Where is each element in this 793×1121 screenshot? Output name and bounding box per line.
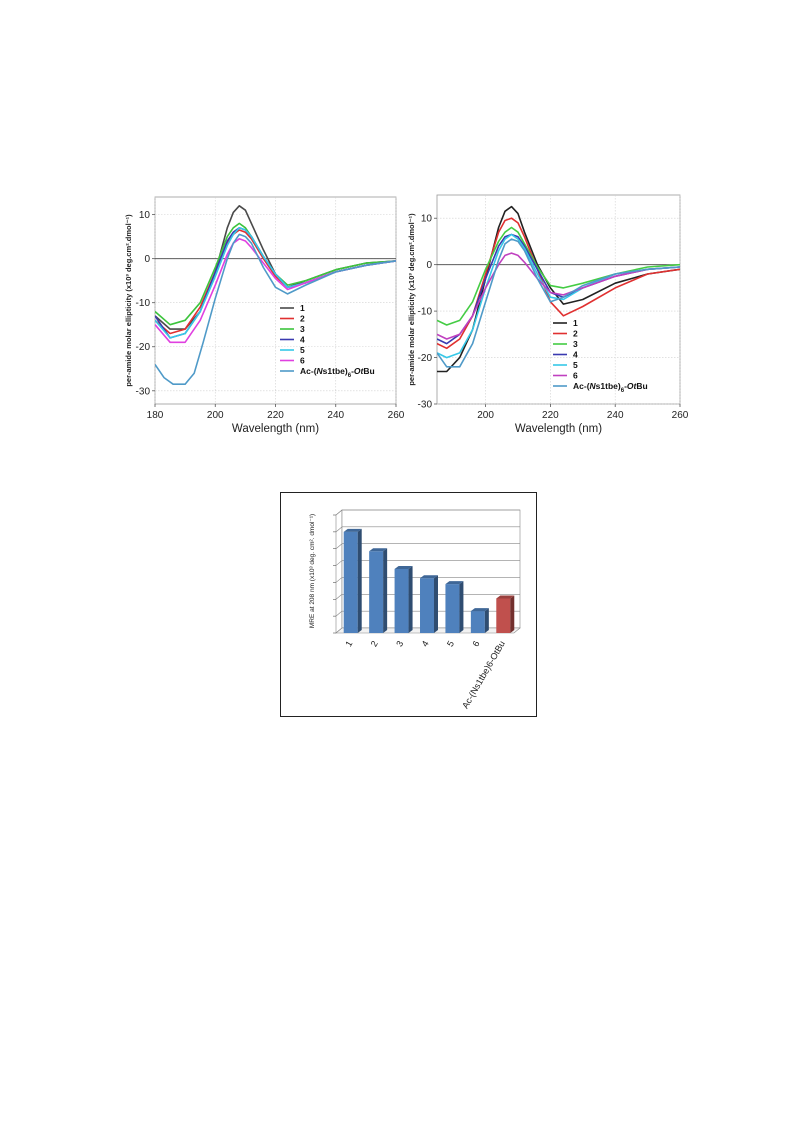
series-line-7	[155, 233, 396, 385]
y-tick-label: -20	[418, 353, 433, 364]
bar-front	[420, 578, 434, 633]
bar-side	[433, 575, 438, 633]
legend-label: 5	[573, 360, 578, 370]
legend-label: 2	[300, 314, 305, 324]
y-tick-label: -30	[136, 386, 151, 397]
plot-area: 180 200 220 240 260 10 0 -10 -20 -30	[136, 196, 405, 421]
series-line-6	[155, 238, 396, 344]
bar-top	[394, 565, 413, 569]
y-tick-label: 10	[421, 214, 433, 225]
x-tick-label: 240	[327, 410, 344, 421]
series-line-6	[437, 252, 680, 340]
legend-label: 1	[573, 318, 578, 328]
bar-side	[408, 565, 413, 633]
legend-label: 6	[573, 371, 578, 381]
bar-1	[343, 528, 362, 633]
y-tick-label: -30	[418, 400, 433, 411]
bar-front	[394, 568, 409, 633]
series-group	[155, 205, 396, 385]
bar-front	[445, 584, 460, 633]
legend-label: 3	[300, 324, 305, 334]
y-tick-label: 0	[144, 254, 150, 265]
bar-category-label: 1	[343, 639, 354, 648]
y-axis-title: per-amide molar ellipticity (x10³ deg.cm…	[407, 213, 416, 386]
x-tick-label: 200	[477, 410, 494, 421]
bar-gridline-side	[335, 509, 343, 516]
series-line-1	[437, 205, 680, 373]
bar-side	[357, 528, 362, 633]
bar-gridline-side	[335, 526, 343, 533]
legend-label: Ac-(Ns1tbe)6-OtBu	[300, 366, 375, 379]
x-tick-label: 240	[607, 410, 624, 421]
y-axis-title: per-amide molar ellipticity (x10³ deg.cm…	[124, 214, 133, 387]
bar-gridline-side	[335, 560, 343, 566]
bar-category-label: 2	[369, 639, 380, 648]
side-wall	[335, 509, 343, 634]
series-line-3	[437, 226, 680, 326]
bar-4	[420, 575, 438, 633]
legend-label: 6	[300, 356, 305, 366]
y-tick-label: 10	[139, 210, 151, 221]
plot-area: 200 220 240 260 10 0 -10 -20 -30	[418, 194, 689, 421]
bar-top	[470, 608, 489, 612]
x-axis-title: Wavelength (nm)	[515, 423, 602, 435]
bar-5	[445, 581, 464, 633]
bar-side	[383, 548, 388, 633]
x-tick-label: 200	[207, 410, 224, 421]
bar-gridline-side	[335, 543, 343, 549]
bar-3	[394, 565, 413, 633]
bar-gridline-side	[335, 577, 343, 583]
legend-label: Ac-(Ns1tbe)6-OtBu	[573, 381, 648, 394]
bar-top	[369, 548, 388, 552]
x-tick-label: 260	[672, 410, 689, 421]
y-tick-label: -20	[136, 342, 151, 353]
series-group	[437, 205, 680, 373]
series-line-2	[437, 217, 680, 350]
bar-gridline-side	[335, 610, 343, 617]
bar-front	[496, 598, 511, 633]
bar-top	[420, 575, 438, 579]
y-tick-label: 0	[426, 260, 432, 271]
bar-side	[484, 608, 489, 633]
legend-label: 4	[573, 350, 578, 360]
legend-label: 1	[300, 303, 305, 313]
cd-spectrum-left: 180 200 220 240 260 10 0 -10 -20 -30 123456Ac-(Ns1…	[124, 196, 405, 435]
bar-top	[496, 595, 515, 599]
series-line-3	[155, 222, 396, 326]
legend-label: 3	[573, 339, 578, 349]
legend-label: 5	[300, 345, 305, 355]
bar-2	[369, 548, 388, 633]
x-tick-label: 180	[147, 410, 164, 421]
bar-front	[369, 551, 384, 633]
bar-7	[496, 595, 515, 633]
bar-front	[343, 531, 358, 633]
bar-top	[343, 528, 362, 532]
x-tick-label: 220	[542, 410, 559, 421]
bar-gridline-side	[335, 594, 343, 600]
bar-side	[459, 581, 464, 633]
legend-label: 2	[573, 329, 578, 339]
series-line-7	[437, 238, 680, 368]
legend-label: 4	[300, 335, 305, 345]
x-tick-label: 220	[267, 410, 284, 421]
bar-6	[470, 608, 489, 633]
bar-side	[510, 595, 515, 633]
bar-top	[445, 581, 464, 585]
bar-category-label: 4	[420, 639, 431, 648]
bar-category-label: 5	[445, 639, 456, 648]
y-tick-label: -10	[136, 298, 151, 309]
bar-category-label: 6	[470, 639, 481, 648]
bar-category-label: 3	[394, 639, 405, 648]
bar-front	[470, 611, 485, 633]
y-tick-label: -10	[418, 307, 433, 318]
x-axis-title: Wavelength (nm)	[232, 423, 319, 435]
x-tick-label: 260	[388, 410, 405, 421]
bar-y-axis-title: MRE at 208 nm (x10³ deg. cm². dmol⁻¹)	[309, 514, 316, 628]
cd-spectrum-right: 200 220 240 260 10 0 -10 -20 -30 123456Ac-(Ns1tbe…	[407, 194, 689, 435]
